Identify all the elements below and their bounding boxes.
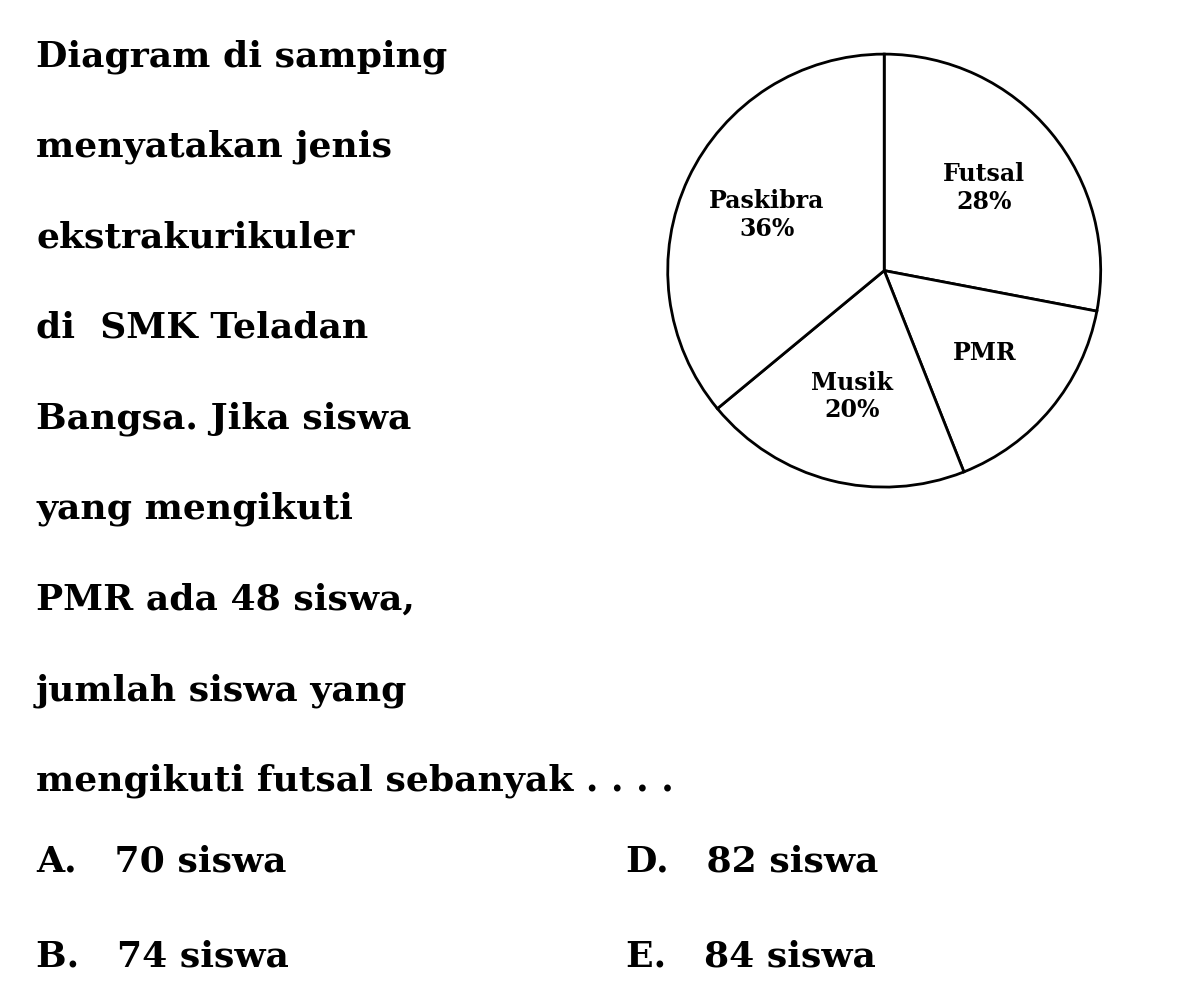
Wedge shape [668,54,884,408]
Text: Bangsa. Jika siswa: Bangsa. Jika siswa [36,401,411,436]
Text: PMR: PMR [953,341,1017,365]
Text: PMR ada 48 siswa,: PMR ada 48 siswa, [36,583,415,617]
Text: Futsal
28%: Futsal 28% [943,162,1025,214]
Text: Paskibra
36%: Paskibra 36% [709,189,824,241]
Text: yang mengikuti: yang mengikuti [36,492,352,526]
Text: jumlah siswa yang: jumlah siswa yang [36,673,408,707]
Text: di  SMK Teladan: di SMK Teladan [36,311,368,345]
Text: menyatakan jenis: menyatakan jenis [36,130,392,164]
Text: E.   84 siswa: E. 84 siswa [626,940,876,973]
Text: D.   82 siswa: D. 82 siswa [626,844,878,879]
Text: Musik
20%: Musik 20% [811,371,893,422]
Wedge shape [884,271,1097,472]
Wedge shape [884,54,1101,311]
Text: B.   74 siswa: B. 74 siswa [36,940,289,973]
Wedge shape [717,271,964,487]
Text: A.   70 siswa: A. 70 siswa [36,844,286,879]
Text: mengikuti futsal sebanyak . . . .: mengikuti futsal sebanyak . . . . [36,764,674,798]
Text: ekstrakurikuler: ekstrakurikuler [36,220,355,255]
Text: Diagram di samping: Diagram di samping [36,39,448,74]
